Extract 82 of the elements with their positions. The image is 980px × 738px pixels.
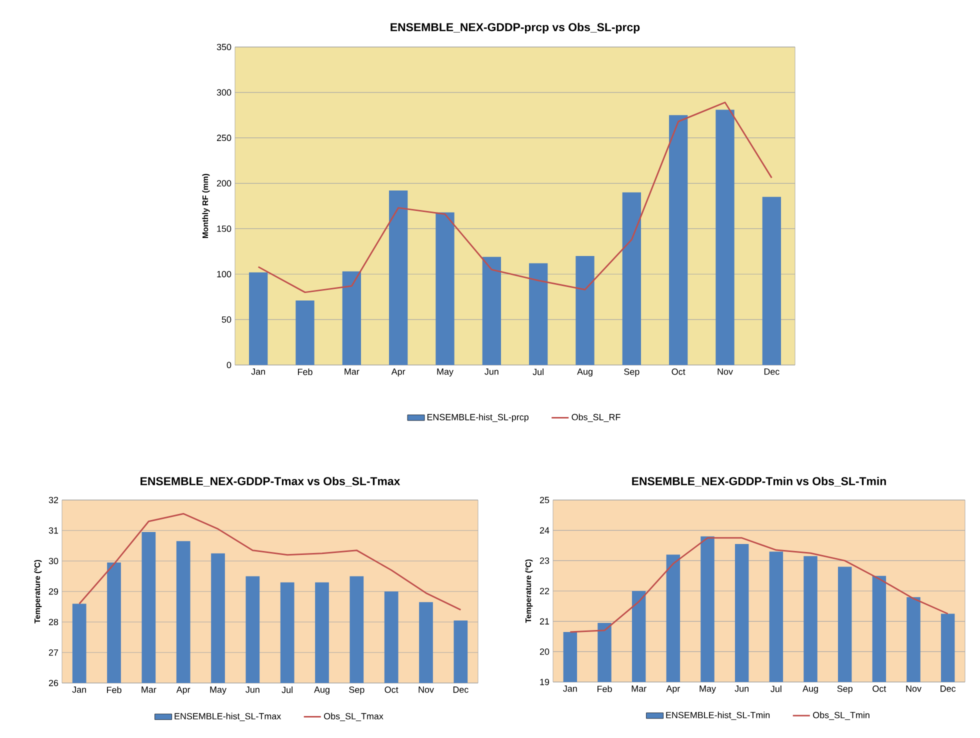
bar (716, 110, 734, 365)
legend-label: ENSEMBLE-hist_SL-Tmax (174, 712, 282, 722)
y-tick-label: 250 (216, 134, 232, 142)
x-tick-label: Aug (577, 368, 592, 377)
legend-label: Obs_SL_Tmin (813, 712, 870, 720)
x-tick-label: Sep (837, 686, 852, 694)
x-tick-label: Oct (872, 686, 886, 692)
x-tick-label: Dec (764, 368, 780, 375)
y-tick-label: 32 (48, 496, 58, 504)
legend-label: Obs_SL_Tmax (324, 712, 384, 722)
y-tick-label: 0 (226, 362, 232, 368)
x-tick-label: Jan (251, 368, 265, 375)
y-tick-label: 20 (540, 648, 550, 655)
y-tick-label: 31 (48, 527, 58, 534)
x-tick-label: Apr (176, 686, 190, 695)
x-tick-label: Sep (624, 368, 640, 377)
bar (576, 256, 594, 365)
x-tick-label: Aug (802, 686, 818, 694)
x-tick-label: Jan (563, 686, 577, 692)
bar (249, 272, 268, 365)
x-tick-label: Jun (246, 686, 260, 693)
x-tick-label: Dec (940, 686, 956, 692)
line-series (78, 512, 462, 611)
line-series (258, 102, 772, 294)
y-tick-label: 300 (216, 89, 232, 96)
y-tick-label: 28 (48, 618, 58, 626)
y-tick-label: 23 (540, 557, 550, 564)
x-tick-label: Mar (142, 686, 156, 693)
x-tick-label: Aug (314, 686, 330, 695)
x-tick-label: May (437, 368, 454, 377)
x-tick-label: Nov (906, 686, 922, 692)
line-series (569, 537, 949, 633)
x-tick-label: Feb (598, 686, 612, 692)
y-tick-label: 21 (540, 618, 550, 624)
y-tick-label: 100 (217, 270, 232, 278)
bar (529, 263, 548, 365)
chart-title: ENSEMBLE_NEX-GDDP-Tmax vs Obs_SL-Tmax (140, 476, 400, 487)
y-tick-label: 27 (48, 649, 58, 656)
y-tick-label: 350 (216, 44, 232, 50)
x-tick-label: Sep (349, 686, 364, 695)
x-tick-label: Jul (770, 686, 782, 692)
y-tick-label: 25 (540, 496, 550, 504)
bar (436, 212, 454, 365)
chart-title: ENSEMBLE_NEX-GDDP-Tmin vs Obs_SL-Tmin (632, 476, 886, 487)
x-tick-label: May (700, 686, 716, 694)
x-tick-label: Jan (72, 686, 86, 693)
bar (342, 271, 362, 365)
x-tick-label: Nov (418, 686, 434, 693)
x-tick-label: Apr (391, 368, 406, 377)
y-tick-label: 150 (217, 226, 232, 232)
y-tick-label: 22 (540, 588, 550, 594)
x-tick-label: Nov (718, 368, 733, 375)
chart-title: ENSEMBLE_NEX-GDDP-prcp vs Obs_SL-prcp (390, 22, 640, 34)
bar (622, 192, 642, 365)
x-tick-label: Jun (734, 686, 748, 692)
y-tick-label: 19 (540, 678, 550, 686)
bar (669, 115, 688, 365)
x-tick-label: Mar (632, 686, 646, 692)
y-tick-label: 26 (48, 680, 58, 686)
bar (389, 190, 408, 365)
x-tick-label: Jun (484, 368, 498, 375)
x-tick-label: May (210, 686, 226, 695)
legend-label: ENSEMBLE-hist_SL-prcp (427, 414, 528, 422)
bar (762, 196, 782, 365)
bar (482, 256, 502, 365)
x-tick-label: Jul (532, 368, 544, 376)
bar (296, 300, 314, 365)
x-tick-label: Feb (107, 686, 122, 694)
legend-label: ENSEMBLE-hist_SL-Tmin (666, 712, 770, 720)
y-tick-label: 50 (222, 316, 232, 323)
legend-label: Obs_SL_RF (572, 414, 620, 422)
y-tick-label: 29 (48, 588, 58, 595)
x-tick-label: Jul (282, 686, 292, 694)
y-tick-label: 24 (540, 527, 550, 534)
x-tick-label: Oct (672, 368, 686, 375)
x-tick-label: Oct (384, 686, 398, 693)
x-tick-label: Dec (453, 686, 468, 693)
x-tick-label: Feb (298, 368, 312, 376)
y-tick-label: 200 (216, 180, 232, 186)
y-tick-label: 30 (48, 558, 58, 564)
x-tick-label: Apr (666, 686, 680, 694)
x-tick-label: Mar (344, 368, 360, 375)
